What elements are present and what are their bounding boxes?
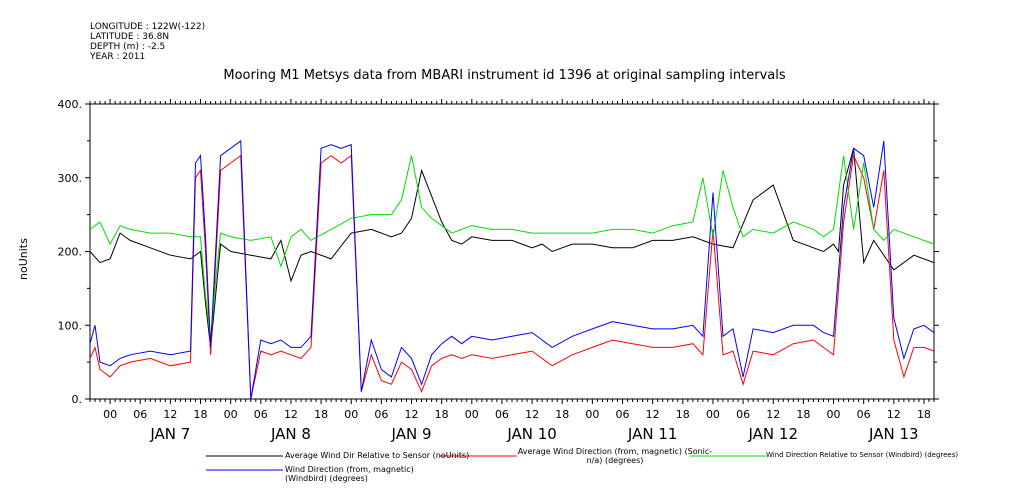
longitude-label: LONGITUDE : 122W(-122) bbox=[90, 22, 206, 32]
x-hour-label-14: 12 bbox=[525, 408, 539, 421]
x-day-label-4: JAN 11 bbox=[627, 425, 678, 443]
x-hour-label-26: 12 bbox=[887, 408, 901, 421]
x-hour-label-24: 00 bbox=[827, 408, 841, 421]
x-hour-label-4: 00 bbox=[224, 408, 238, 421]
x-hour-label-20: 00 bbox=[706, 408, 720, 421]
x-hour-label-23: 18 bbox=[796, 408, 810, 421]
y-tick-label-1: 100. bbox=[58, 319, 83, 332]
x-hour-label-0: 00 bbox=[103, 408, 117, 421]
series-line-3 bbox=[89, 139, 935, 400]
x-hour-label-25: 06 bbox=[857, 408, 871, 421]
legend-label-3: Wind Direction (from, magnetic) (Windbir… bbox=[285, 465, 414, 483]
x-day-label-6: JAN 13 bbox=[868, 425, 919, 443]
x-day-label-2: JAN 9 bbox=[391, 425, 432, 443]
y-tick-label-4: 400. bbox=[58, 98, 83, 111]
x-hour-label-5: 06 bbox=[254, 408, 268, 421]
x-hour-label-12: 00 bbox=[465, 408, 479, 421]
x-hour-label-1: 06 bbox=[133, 408, 147, 421]
x-day-label-0: JAN 7 bbox=[149, 425, 190, 443]
legend-label-2: Wind Direction Relative to Sensor (Windb… bbox=[766, 451, 959, 459]
x-hour-label-19: 18 bbox=[676, 408, 690, 421]
x-hour-label-2: 12 bbox=[163, 408, 177, 421]
chart-title: Mooring M1 Metsys data from MBARI instru… bbox=[223, 68, 786, 83]
depth-label: DEPTH (m) : -2.5 bbox=[90, 42, 166, 52]
x-hour-label-18: 12 bbox=[646, 408, 660, 421]
x-hour-label-16: 00 bbox=[585, 408, 599, 421]
x-day-label-1: JAN 8 bbox=[270, 425, 311, 443]
y-tick-label-0: 0. bbox=[72, 393, 83, 406]
x-hour-label-27: 18 bbox=[917, 408, 931, 421]
x-hour-label-13: 06 bbox=[495, 408, 509, 421]
x-hour-label-11: 18 bbox=[435, 408, 449, 421]
x-hour-label-6: 12 bbox=[284, 408, 298, 421]
legend-label-1: Average Wind Direction (from, magnetic) … bbox=[517, 447, 713, 465]
latitude-label: LATITUDE : 36.8N bbox=[90, 32, 170, 42]
x-hour-label-7: 18 bbox=[314, 408, 328, 421]
x-hour-label-9: 06 bbox=[374, 408, 388, 421]
x-hour-label-22: 12 bbox=[766, 408, 780, 421]
x-hour-label-15: 18 bbox=[555, 408, 569, 421]
x-hour-label-17: 06 bbox=[616, 408, 630, 421]
y-tick-label-3: 300. bbox=[58, 172, 83, 185]
x-hour-label-8: 00 bbox=[344, 408, 358, 421]
y-tick-label-2: 200. bbox=[58, 246, 83, 259]
x-hour-label-3: 18 bbox=[194, 408, 208, 421]
year-label: YEAR : 2011 bbox=[90, 52, 146, 62]
x-hour-label-10: 12 bbox=[405, 408, 419, 421]
legend-label-0: Average Wind Dir Relative to Sensor (noU… bbox=[285, 451, 470, 460]
x-day-label-5: JAN 12 bbox=[747, 425, 798, 443]
series-line-1 bbox=[89, 153, 935, 400]
x-day-label-3: JAN 10 bbox=[506, 425, 557, 443]
x-hour-label-21: 06 bbox=[736, 408, 750, 421]
